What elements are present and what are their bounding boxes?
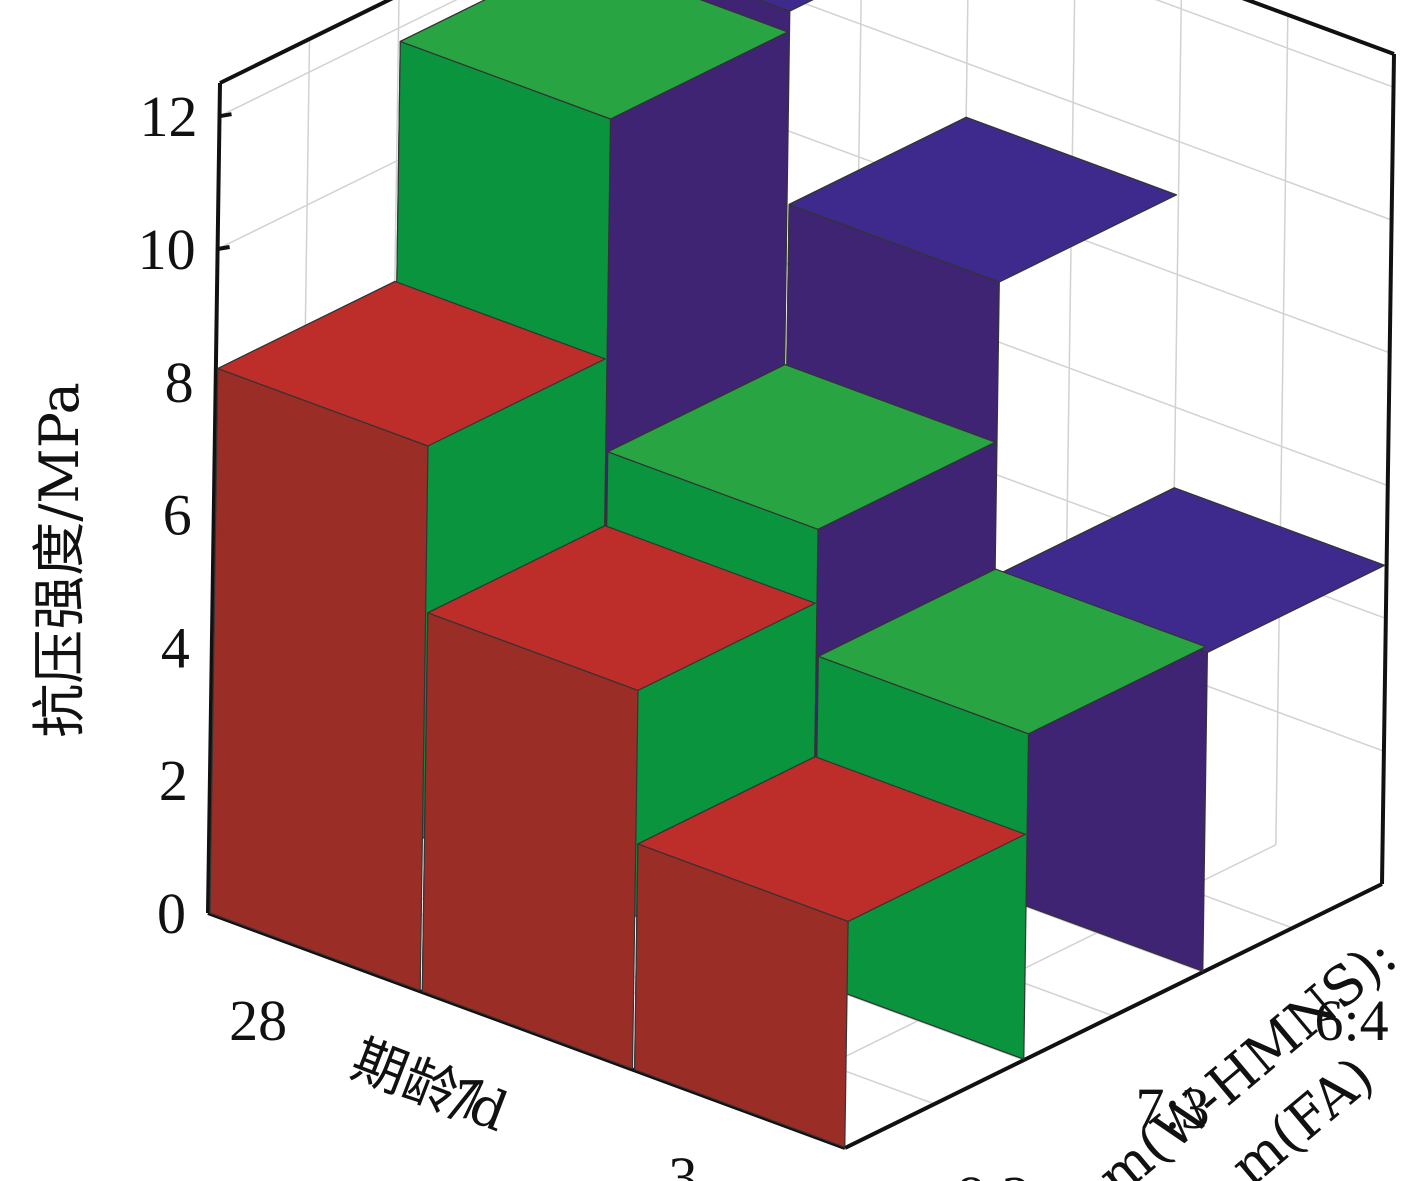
axis-line [207,911,846,1150]
axis-line [1380,53,1396,885]
bar [633,756,1026,1148]
axis-line [844,882,1383,1150]
x-tick-label: 28 [229,988,287,1053]
bar-face-top [607,364,996,530]
y-tick-label: 12 [140,84,198,149]
y-tick-label: 8 [165,350,194,415]
bar-face-top [637,756,1026,923]
gridline [219,0,1394,117]
chart-frame [206,0,1396,1150]
axis-line [1241,0,1395,56]
gridline [1275,14,1289,845]
z-tick-label: 8:2 [957,1164,1031,1181]
y-tick-label: 4 [161,615,190,680]
axis-line [206,82,222,914]
bar-face-side [421,612,639,1070]
x-tick-label: 3 [668,1145,697,1181]
bar-face-top [817,568,1207,735]
bar-face-top [788,116,1178,283]
bar [421,525,816,1070]
chart-bars [209,0,1386,1148]
y-tick-label: 0 [157,881,186,946]
bar-face-top [217,280,606,447]
y-tick-label: 10 [138,217,196,282]
x-tick-label: 7 [456,1067,485,1132]
y-tick-label: 6 [163,483,192,548]
y-tick-mark [217,245,230,251]
bar-face-top [758,0,814,12]
bar-face-top [427,525,816,692]
bar-face-side [209,367,429,992]
x-axis-title: 期龄/d [343,1028,516,1144]
bar [209,280,606,992]
bar-face-top [399,0,789,120]
z-tick-label: 6:4 [1315,988,1389,1053]
y-tick-label: 2 [159,748,188,813]
y-axis-title: 抗压强度/MPa [28,382,91,738]
y-tick-mark [219,112,232,119]
axis-line [219,0,394,85]
z-tick-label: 7:3 [1136,1076,1210,1141]
